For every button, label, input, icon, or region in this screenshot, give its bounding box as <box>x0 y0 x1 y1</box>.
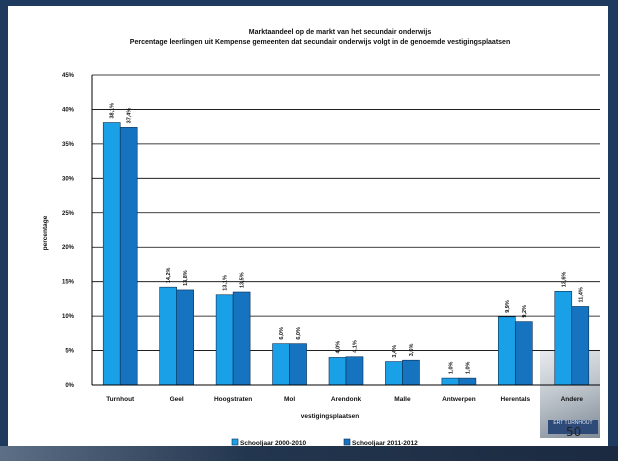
bar-series2 <box>232 291 251 386</box>
bar-series1 <box>215 294 234 386</box>
data-label: 6,0% <box>279 327 285 340</box>
data-label: 4,0% <box>336 341 342 354</box>
data-label: 9,2% <box>522 305 528 318</box>
y-tick-label: 40% <box>62 107 75 113</box>
chart-subtitle: Percentage leerlingen uit Kempense gemee… <box>130 39 510 46</box>
grid-lines <box>92 74 600 351</box>
bar-series1 <box>328 357 347 386</box>
legend-entry: Schooljaar 2011-2012 <box>352 440 418 447</box>
data-label: 37,4% <box>127 108 133 124</box>
data-label: 6,0% <box>296 327 302 340</box>
data-label: 1,0% <box>465 361 471 374</box>
data-label: 3,6% <box>409 344 415 357</box>
data-label: 13,5% <box>240 272 246 288</box>
page-number: 50 <box>566 425 582 439</box>
x-category-label: Herentals <box>501 396 531 403</box>
data-label: 11,4% <box>578 287 584 302</box>
x-category-label: Hoogstraten <box>214 396 252 403</box>
bar-series1 <box>159 286 177 386</box>
x-category-label: Arendonk <box>331 396 362 403</box>
data-label: 13,6% <box>561 272 567 288</box>
y-tick-label: 30% <box>62 176 75 182</box>
data-labels-group: 38,1% 37,4% 14,2% 13,8% 13,1% 13,5% 6,0% 6,0% 4,… <box>110 103 585 374</box>
data-label: 38,1% <box>110 103 116 119</box>
y-tick-label: 5% <box>65 349 74 355</box>
legend-swatch <box>343 438 351 446</box>
bar-series2 <box>345 356 364 386</box>
bar-series1 <box>554 291 573 386</box>
legend-entry: Schooljaar 2000-2010 <box>240 440 307 447</box>
logo-label: ERT TURNHOUT <box>548 420 598 434</box>
y-tick-label: 15% <box>62 280 75 286</box>
y-tick-label: 10% <box>62 314 75 320</box>
bars-group <box>102 122 590 386</box>
data-label: 4,1% <box>353 340 359 353</box>
data-label: 14,2% <box>166 267 172 283</box>
x-category-label: Malle <box>394 396 411 403</box>
bar-series1 <box>102 122 121 386</box>
y-tick-label: 0% <box>65 383 74 389</box>
slide-bottom-band <box>0 446 618 461</box>
bar-series2 <box>571 306 590 386</box>
legend: Schooljaar 2000-2010 Schooljaar 2011-2012 <box>231 438 418 447</box>
data-label: 13,1% <box>223 275 229 291</box>
x-category-label: Antwerpen <box>442 396 476 403</box>
y-tick-label: 20% <box>62 245 75 251</box>
x-axis-categories: Turnhout Geel Hoogstraten Mol Arendonk Malle A… <box>106 396 583 403</box>
data-label: 13,8% <box>183 270 189 286</box>
bar-series1 <box>272 343 290 386</box>
bar-series2 <box>402 359 420 386</box>
bar-series1 <box>498 316 516 386</box>
bar-series2 <box>458 377 477 386</box>
x-axis-label: vestigingsplaatsen <box>301 413 360 420</box>
data-label: 9,9% <box>505 300 511 313</box>
y-tick-label: 45% <box>62 73 75 79</box>
x-category-label: Turnhout <box>106 396 135 403</box>
y-axis-label: percentage <box>42 215 49 250</box>
bar-series2 <box>119 127 138 386</box>
legend-swatch <box>231 438 239 446</box>
data-label: 1,0% <box>448 361 454 374</box>
bar-series1 <box>385 361 403 386</box>
bar-series2 <box>289 343 307 386</box>
x-category-label: Mol <box>284 396 295 403</box>
y-axis-ticks: 0% 5% 10% 15% 20% 25% 30% 35% 40% 45% <box>62 73 75 389</box>
bar-series1 <box>441 377 460 386</box>
y-tick-label: 25% <box>62 211 75 217</box>
chart-title: Marktaandeel op de markt van het secunda… <box>249 29 432 36</box>
bar-series2 <box>515 321 533 386</box>
y-tick-label: 35% <box>62 142 75 148</box>
x-category-label: Andere <box>561 396 584 403</box>
x-category-label: Geel <box>170 396 184 403</box>
bar-series2 <box>176 289 194 386</box>
data-label: 3,4% <box>392 345 398 358</box>
